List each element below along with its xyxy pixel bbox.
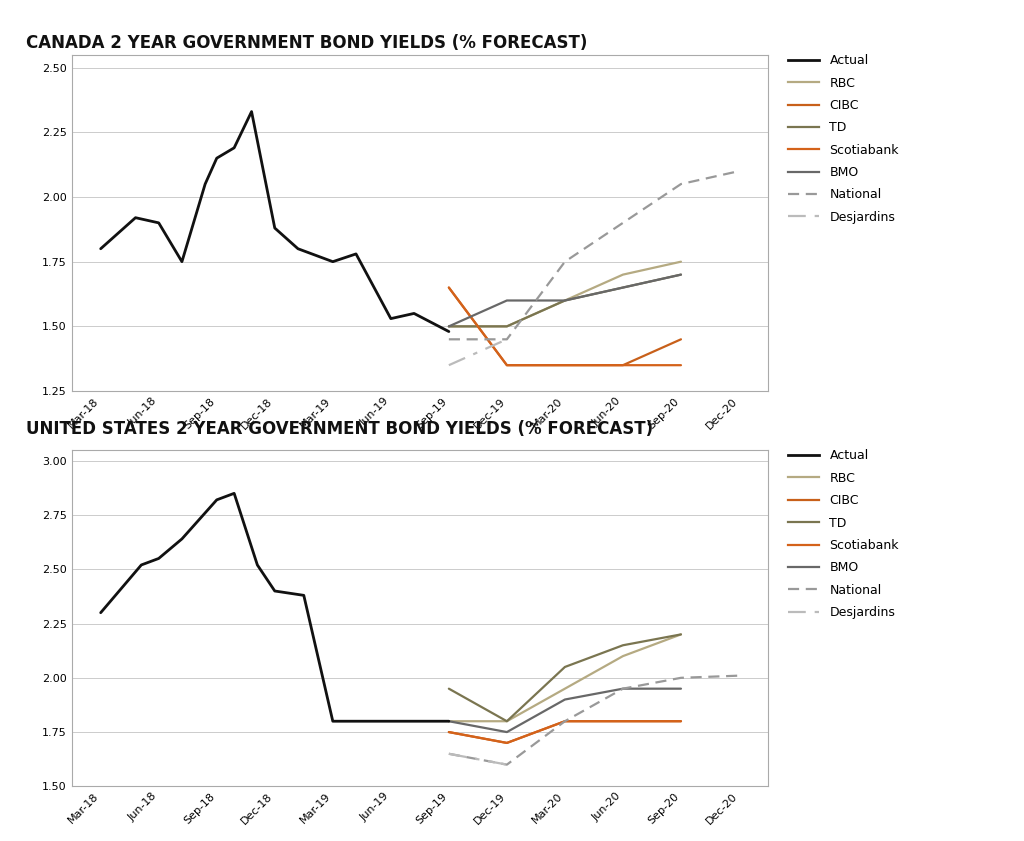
Text: CANADA 2 YEAR GOVERNMENT BOND YIELDS (% FORECAST): CANADA 2 YEAR GOVERNMENT BOND YIELDS (% … xyxy=(26,34,587,51)
Legend: Actual, RBC, CIBC, TD, Scotiabank, BMO, National, Desjardins: Actual, RBC, CIBC, TD, Scotiabank, BMO, … xyxy=(788,449,899,619)
Legend: Actual, RBC, CIBC, TD, Scotiabank, BMO, National, Desjardins: Actual, RBC, CIBC, TD, Scotiabank, BMO, … xyxy=(788,54,899,224)
Text: UNITED STATES 2 YEAR GOVERNMENT BOND YIELDS (% FORECAST): UNITED STATES 2 YEAR GOVERNMENT BOND YIE… xyxy=(26,420,652,438)
